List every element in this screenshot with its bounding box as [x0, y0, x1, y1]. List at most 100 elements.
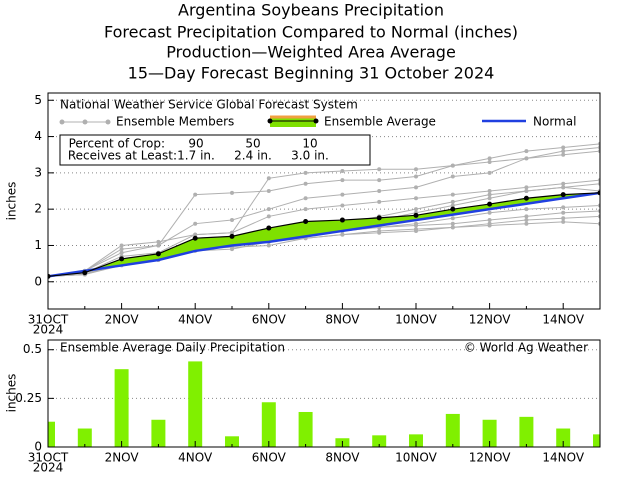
ensemble-member-point	[119, 243, 124, 248]
x-tick-label: 8NOV	[325, 451, 360, 465]
crop-table-header: Percent of Crop:	[69, 137, 165, 151]
ensemble-member-point	[524, 221, 529, 226]
ensemble-member-point	[487, 170, 492, 175]
y-tick-label: 0.5	[23, 342, 42, 356]
ensemble-member-point	[340, 178, 345, 183]
ensemble-member-point	[377, 199, 382, 204]
ensemble-member-point	[450, 216, 455, 221]
ensemble-average-point	[450, 206, 456, 212]
ensemble-member-line	[48, 150, 600, 277]
y-tick-label: 3	[34, 165, 42, 179]
bar	[151, 419, 166, 447]
ensemble-member-point	[303, 181, 308, 186]
ensemble-member-point	[487, 218, 492, 223]
legend-swatch-point	[267, 118, 273, 124]
ensemble-member-line	[48, 146, 600, 277]
x-tick-label: 10NOV	[395, 451, 437, 465]
normal-line	[48, 191, 600, 278]
x-tick-label: 6NOV	[252, 451, 287, 465]
ensemble-member-point	[377, 167, 382, 172]
chart-subtitle: Forecast Precipitation Compared to Norma…	[104, 23, 518, 42]
legend-label: Ensemble Average	[324, 115, 436, 129]
ensemble-member-point	[561, 149, 566, 154]
x-tick-label: 4NOV	[178, 451, 213, 465]
crop-table-box	[59, 134, 371, 166]
bar	[77, 428, 92, 447]
y-tick-label: 2	[34, 202, 42, 216]
bar	[519, 416, 534, 447]
y-tick-label: 4	[34, 129, 42, 143]
bar	[593, 434, 600, 447]
ensemble-average-point	[82, 270, 88, 276]
ensemble-member-point	[266, 214, 271, 219]
y-tick-label: 0	[34, 440, 42, 454]
x-tick-label: 4NOV	[178, 313, 213, 327]
ensemble-member-point	[266, 189, 271, 194]
x-tick-label: 2NOV	[105, 313, 140, 327]
ensemble-member-point	[487, 189, 492, 194]
y-axis-label: inches	[5, 374, 19, 413]
legend-swatch-point	[82, 119, 88, 125]
legend-title: National Weather Service Global Forecast…	[60, 98, 358, 112]
ensemble-member-point	[414, 174, 418, 179]
x-tick-label: 10NOV	[395, 313, 437, 327]
bar	[188, 361, 203, 447]
y-tick-label: 1	[34, 238, 42, 252]
y-tick-label: 0	[34, 274, 42, 288]
legend-swatch-point	[59, 119, 65, 125]
ensemble-member-point	[414, 196, 418, 201]
ensemble-average-point	[48, 273, 51, 279]
x-tick-label: 14NOV	[542, 313, 584, 327]
ensemble-member-point	[303, 196, 308, 201]
ensemble-member-point	[450, 163, 455, 168]
x-tick-label: 6NOV	[252, 313, 287, 327]
y-tick-label: 5	[34, 93, 42, 107]
ensemble-member-point	[561, 216, 566, 221]
ensemble-average-point	[229, 233, 235, 239]
ensemble-average-point	[155, 251, 161, 257]
ensemble-member-point	[561, 181, 566, 186]
ensemble-member-point	[414, 185, 418, 190]
ensemble-member-point	[156, 243, 161, 248]
ensemble-member-point	[414, 167, 418, 172]
ensemble-member-point	[487, 210, 492, 215]
ensemble-member-point	[414, 228, 418, 233]
ensemble-member-point	[450, 192, 455, 197]
ensemble-member-point	[414, 221, 418, 226]
plot-2	[48, 349, 600, 447]
ensemble-average-point	[192, 235, 198, 241]
legend-label: Normal	[533, 115, 576, 129]
ensemble-member-point	[230, 190, 234, 195]
ensemble-average-point	[303, 219, 309, 225]
ensemble-member-point	[230, 247, 234, 252]
ensemble-member-point	[377, 230, 382, 235]
bar	[409, 434, 423, 447]
ensemble-member-point	[340, 203, 345, 208]
ensemble-average-point	[266, 225, 272, 231]
ensemble-member-point	[450, 174, 455, 179]
ensemble-average-point	[487, 201, 493, 207]
x-tick-year: 2024	[33, 323, 64, 337]
chart-title: Argentina Soybeans Precipitation	[178, 1, 444, 20]
plot-frame	[47, 92, 601, 310]
ensemble-member-point	[193, 232, 198, 237]
y-axis-label: inches	[5, 182, 19, 221]
x-tick-label: 12NOV	[469, 451, 511, 465]
x-tick-label: 2NOV	[105, 451, 140, 465]
legend-swatch-point	[313, 118, 319, 124]
ensemble-member-point	[193, 221, 198, 226]
ensemble-member-point	[266, 243, 271, 248]
bar	[225, 436, 239, 447]
x-tick-label: 31OCT	[28, 313, 69, 327]
ensemble-member-point	[230, 218, 234, 223]
bar	[114, 369, 129, 447]
crop-table-amount: 1.7 in.	[177, 149, 215, 163]
ensemble-average-point	[376, 215, 382, 221]
ensemble-member-point	[340, 192, 345, 197]
ensemble-average-point	[597, 190, 600, 196]
chart-subtitle: Production—Weighted Area Average	[166, 43, 456, 62]
x-tick-label: 12NOV	[469, 313, 511, 327]
ensemble-member-point	[524, 185, 529, 190]
ensemble-member-point	[561, 185, 566, 190]
